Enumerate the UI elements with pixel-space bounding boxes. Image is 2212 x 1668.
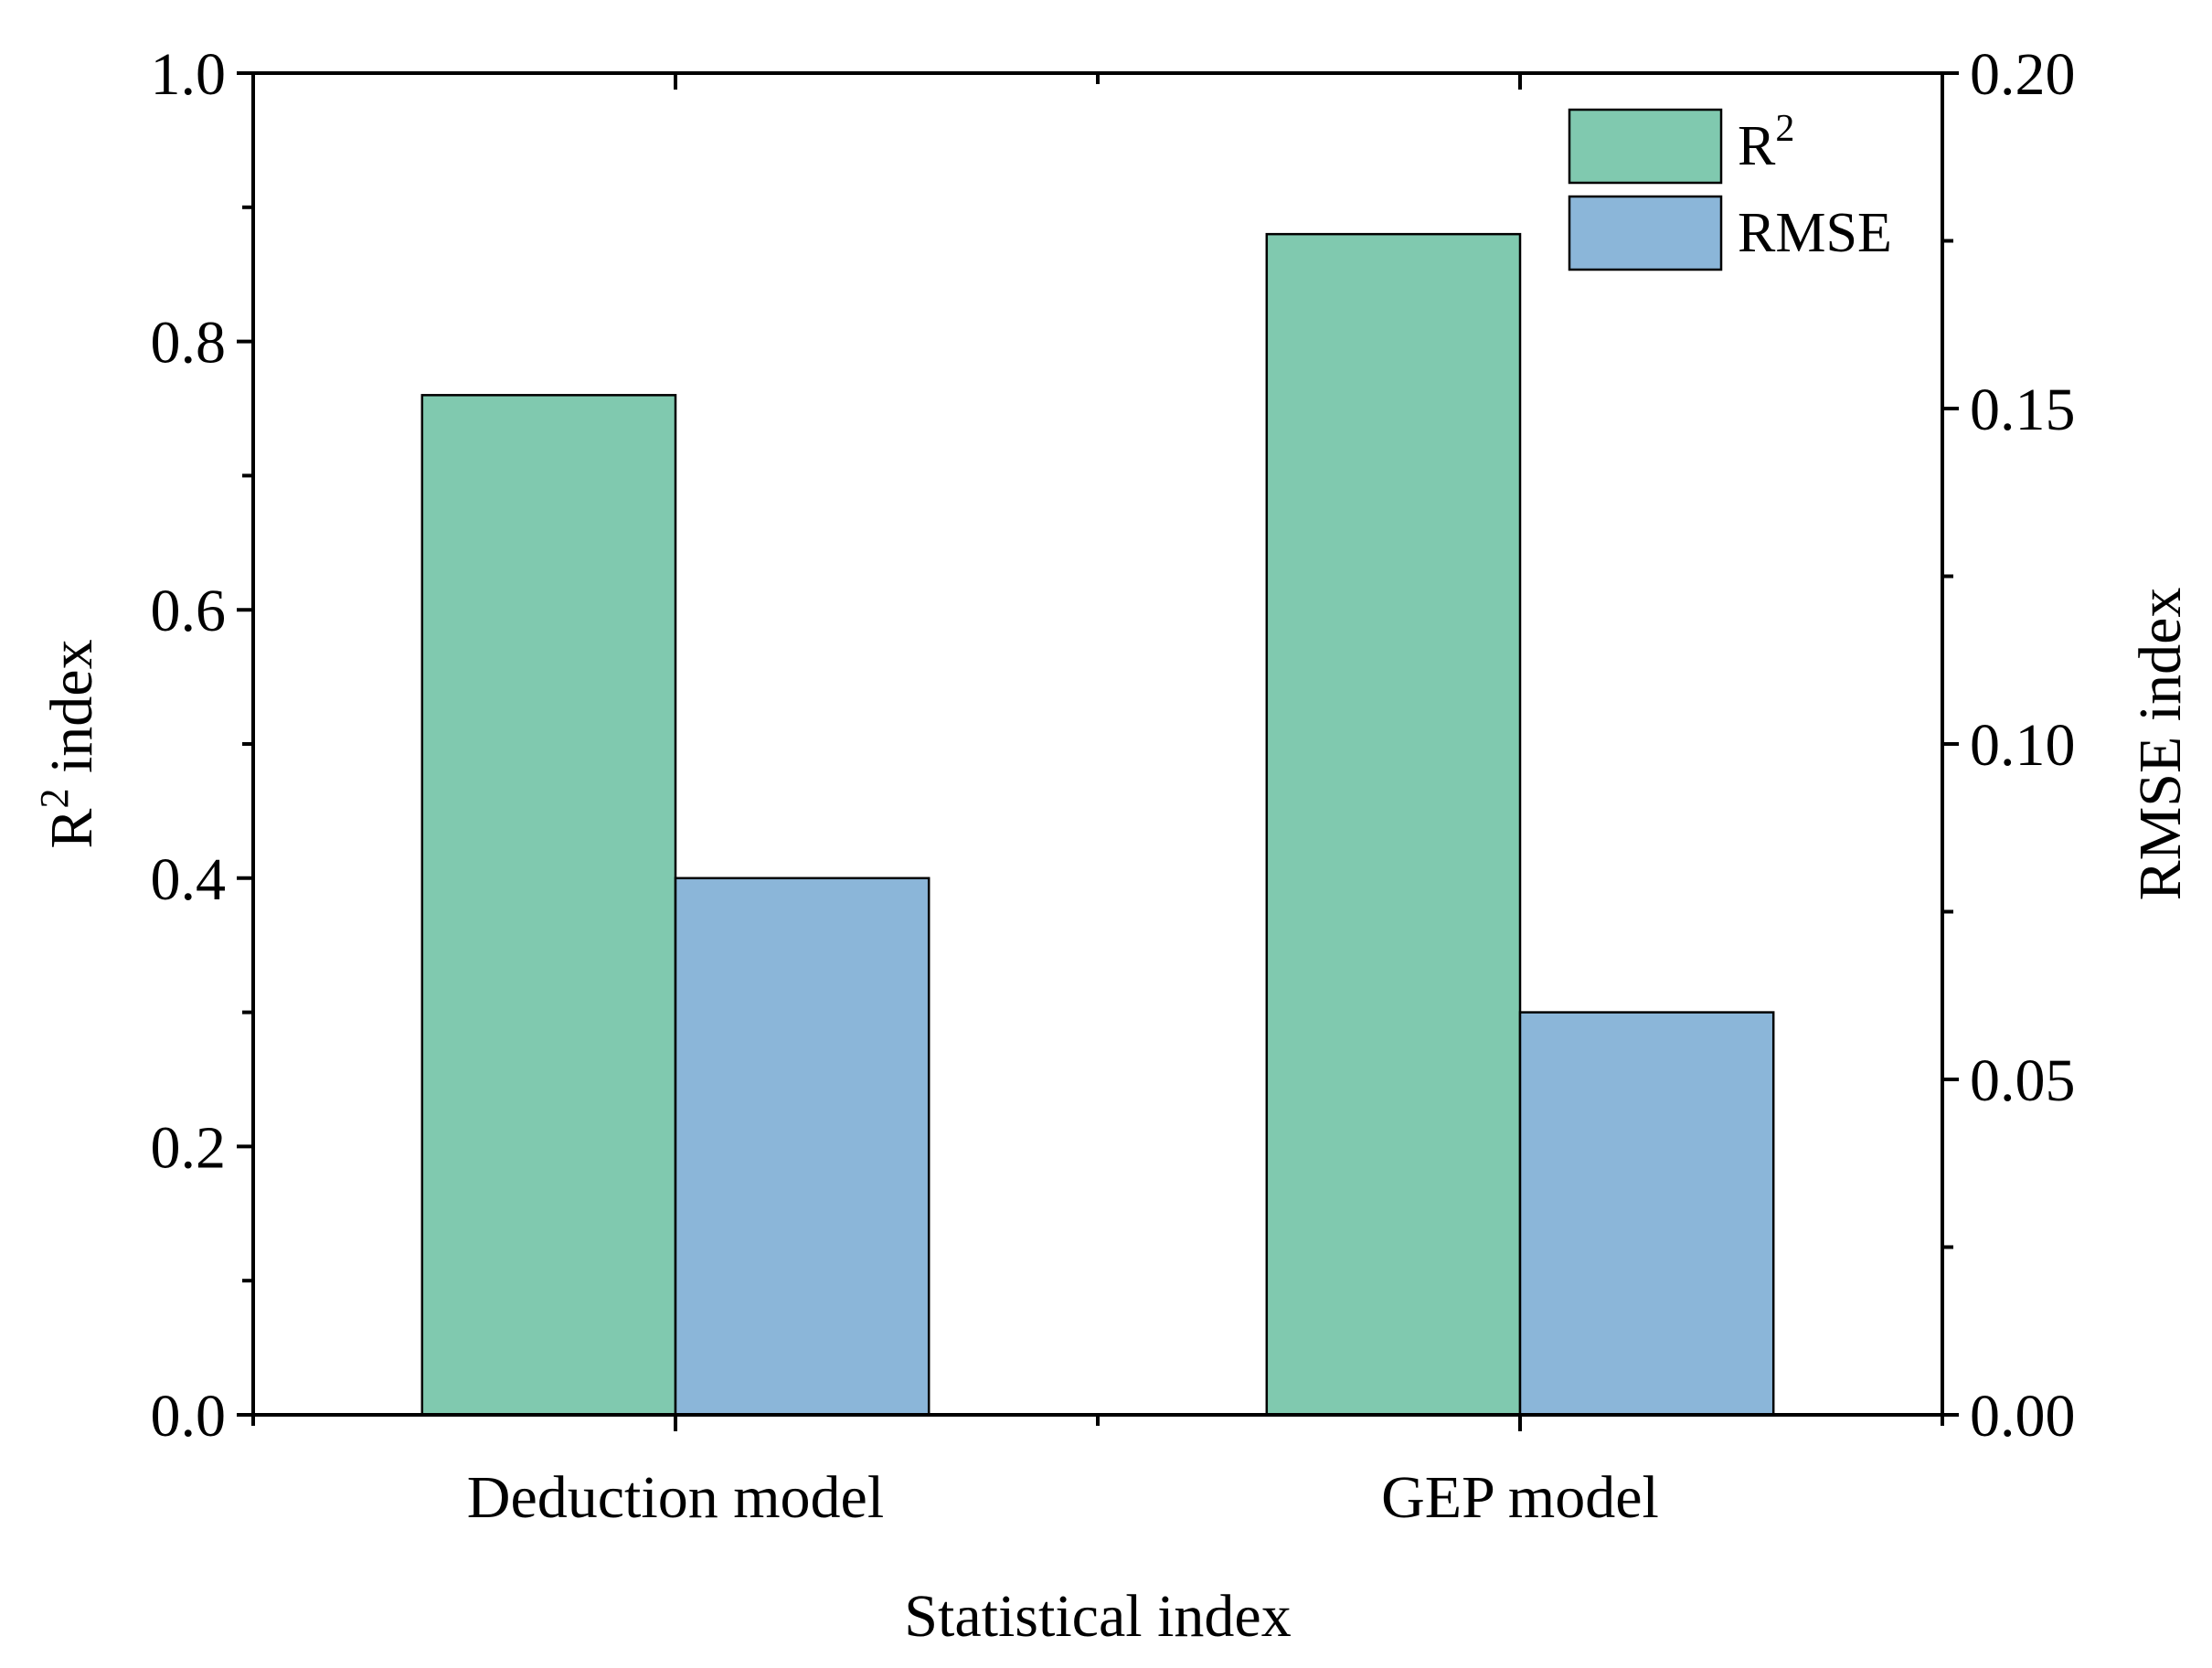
right-axis-title: RMSE index: [2127, 588, 2194, 901]
ticks: [237, 71, 1959, 1431]
legend-label-r: R2: [1738, 108, 1794, 177]
legend-label-rmse: RMSE: [1738, 202, 1892, 264]
bar-rmse-gep-model: [1518, 1011, 1775, 1417]
right-tick-label: 0.15: [1970, 377, 2076, 443]
legend: R2 RMSE: [1568, 108, 1892, 271]
left-tick-label: 0.4: [151, 846, 227, 913]
legend-swatch-r: [1568, 108, 1723, 185]
x-axis-title: Statistical index: [904, 1583, 1291, 1650]
right-tick-label: 0.20: [1970, 41, 2076, 108]
labels: 0.0 0.2 0.4 0.6 0.8 1.0 0.00 0.05 0.10 0.15 0.20 De…: [32, 41, 2194, 1650]
category-label: Deduction model: [467, 1464, 884, 1531]
legend-label-sup: 2: [1775, 108, 1794, 150]
right-tick-label: 0.05: [1970, 1047, 2076, 1114]
bars: [420, 232, 1775, 1417]
left-tick-label: 0.2: [151, 1114, 227, 1181]
left-axis-title: R2 index: [32, 639, 105, 848]
category-label: GEP model: [1381, 1464, 1659, 1531]
left-tick-label: 0.0: [151, 1383, 227, 1450]
left-tick-label: 0.8: [151, 310, 227, 377]
left-axis-title-sup: 2: [32, 789, 77, 809]
left-tick-label: 1.0: [151, 41, 227, 108]
left-axis-title-base: R: [38, 809, 105, 849]
right-tick-label: 0.00: [1970, 1383, 2076, 1450]
bar-r-gep-model: [1265, 232, 1522, 1417]
left-tick-label: 0.6: [151, 578, 227, 644]
right-tick-label: 0.10: [1970, 712, 2076, 779]
legend-label-base: R: [1738, 115, 1776, 177]
left-axis-title-rest: index: [38, 639, 105, 788]
bar-rmse-deduction-model: [674, 876, 931, 1417]
legend-label-base: RMSE: [1738, 202, 1892, 264]
bar-r-deduction-model: [420, 394, 677, 1417]
legend-swatch-rmse: [1568, 195, 1723, 271]
